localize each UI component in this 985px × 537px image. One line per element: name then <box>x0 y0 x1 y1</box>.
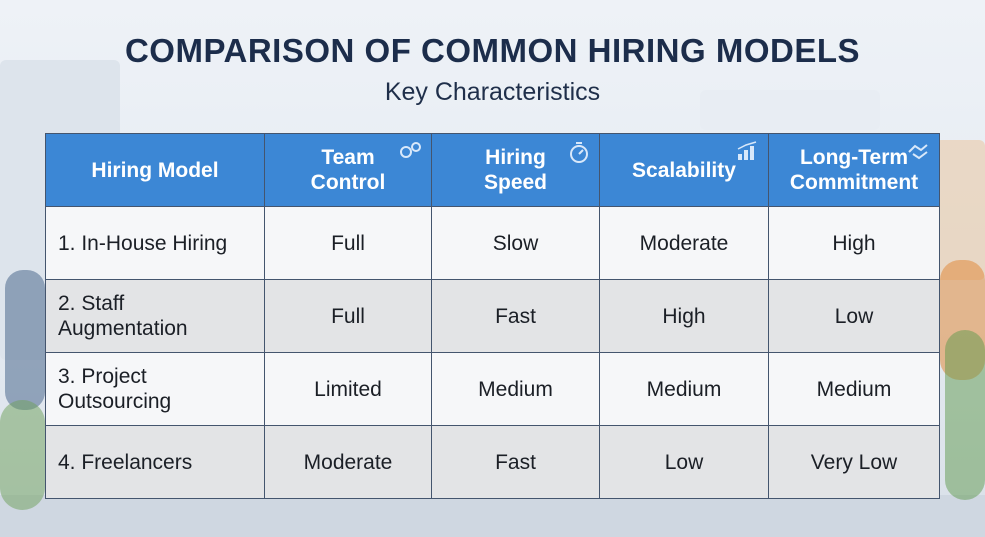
background-window <box>700 90 880 130</box>
table-row: 2. Staff Augmentation Full Fast High Low <box>45 279 940 353</box>
table-cell: Medium <box>599 352 769 426</box>
table-body: 1. In-House Hiring Full Slow Moderate Hi… <box>45 206 940 499</box>
gear-icon <box>400 142 421 158</box>
table-cell: Low <box>768 279 940 353</box>
model-cell: 2. Staff Augmentation <box>45 279 265 353</box>
header-cell: Hiring Model <box>45 133 265 207</box>
stopwatch-icon <box>570 142 588 163</box>
header-text: Long-Term Commitment <box>789 146 919 194</box>
table-cell: Fast <box>431 425 600 499</box>
background-floor <box>0 495 985 537</box>
background-plant <box>945 330 985 500</box>
header-row: Hiring Model Team Control Hiring Speed S… <box>45 133 940 207</box>
table-cell: Fast <box>431 279 600 353</box>
table-cell: Full <box>264 206 432 280</box>
header-cell: Hiring Speed <box>431 133 600 207</box>
background-plant <box>0 400 45 510</box>
table-row: 1. In-House Hiring Full Slow Moderate Hi… <box>45 206 940 280</box>
background-shelf <box>935 140 985 280</box>
model-cell: 4. Freelancers <box>45 425 265 499</box>
table-row: 3. Project Outsourcing Limited Medium Me… <box>45 352 940 426</box>
header-text: Hiring Speed <box>483 146 548 194</box>
table-cell: Medium <box>768 352 940 426</box>
growth-icon <box>737 141 757 160</box>
subtitle: Key Characteristics <box>384 78 601 106</box>
model-cell: 3. Project Outsourcing <box>45 352 265 426</box>
table-cell: Moderate <box>264 425 432 499</box>
handshake-icon <box>908 144 928 160</box>
header-text: Team Control <box>310 146 386 194</box>
table-cell: Slow <box>431 206 600 280</box>
title: COMPARISON OF COMMON HIRING MODELS <box>124 32 861 69</box>
table-cell: High <box>599 279 769 353</box>
table-cell: Limited <box>264 352 432 426</box>
table-row: 4. Freelancers Moderate Fast Low Very Lo… <box>45 425 940 499</box>
background-person <box>5 270 45 410</box>
header-text: Hiring Model <box>91 158 219 182</box>
table-cell: High <box>768 206 940 280</box>
header-text: Scalability <box>632 158 736 182</box>
header-cell: Team Control <box>264 133 432 207</box>
table-cell: Moderate <box>599 206 769 280</box>
table-cell: Medium <box>431 352 600 426</box>
table-cell: Very Low <box>768 425 940 499</box>
model-cell: 1. In-House Hiring <box>45 206 265 280</box>
header-cell: Long-Term Commitment <box>768 133 940 207</box>
table-head: Hiring Model Team Control Hiring Speed S… <box>45 133 940 207</box>
comparison-table: Hiring Model Team Control Hiring Speed S… <box>45 133 940 499</box>
header-cell: Scalability <box>599 133 769 207</box>
table-cell: Low <box>599 425 769 499</box>
table-cell: Full <box>264 279 432 353</box>
